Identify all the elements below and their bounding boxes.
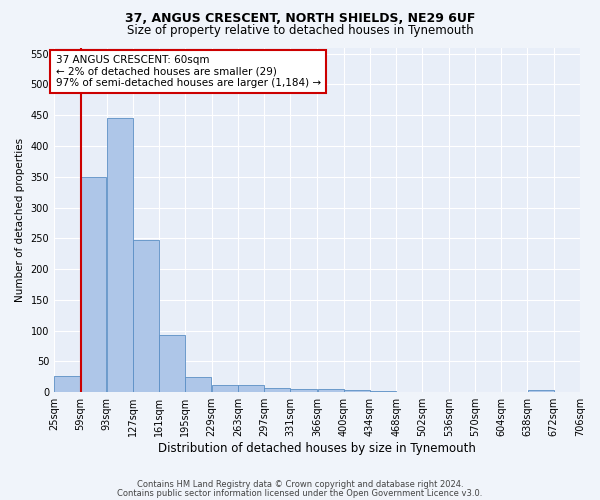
Bar: [344, 390, 370, 392]
Text: Contains HM Land Registry data © Crown copyright and database right 2024.: Contains HM Land Registry data © Crown c…: [137, 480, 463, 489]
Text: Contains public sector information licensed under the Open Government Licence v3: Contains public sector information licen…: [118, 488, 482, 498]
Bar: [264, 388, 290, 392]
Bar: [54, 376, 80, 392]
Bar: [290, 388, 317, 392]
Text: Size of property relative to detached houses in Tynemouth: Size of property relative to detached ho…: [127, 24, 473, 37]
Text: 37 ANGUS CRESCENT: 60sqm
← 2% of detached houses are smaller (29)
97% of semi-de: 37 ANGUS CRESCENT: 60sqm ← 2% of detache…: [56, 55, 321, 88]
Bar: [159, 335, 185, 392]
Bar: [370, 391, 396, 392]
X-axis label: Distribution of detached houses by size in Tynemouth: Distribution of detached houses by size …: [158, 442, 476, 455]
Bar: [527, 390, 554, 392]
Y-axis label: Number of detached properties: Number of detached properties: [15, 138, 25, 302]
Bar: [317, 389, 344, 392]
Text: 37, ANGUS CRESCENT, NORTH SHIELDS, NE29 6UF: 37, ANGUS CRESCENT, NORTH SHIELDS, NE29 …: [125, 12, 475, 26]
Bar: [133, 240, 159, 392]
Bar: [212, 385, 238, 392]
Bar: [80, 177, 106, 392]
Bar: [185, 378, 211, 392]
Bar: [107, 118, 133, 392]
Bar: [238, 386, 264, 392]
